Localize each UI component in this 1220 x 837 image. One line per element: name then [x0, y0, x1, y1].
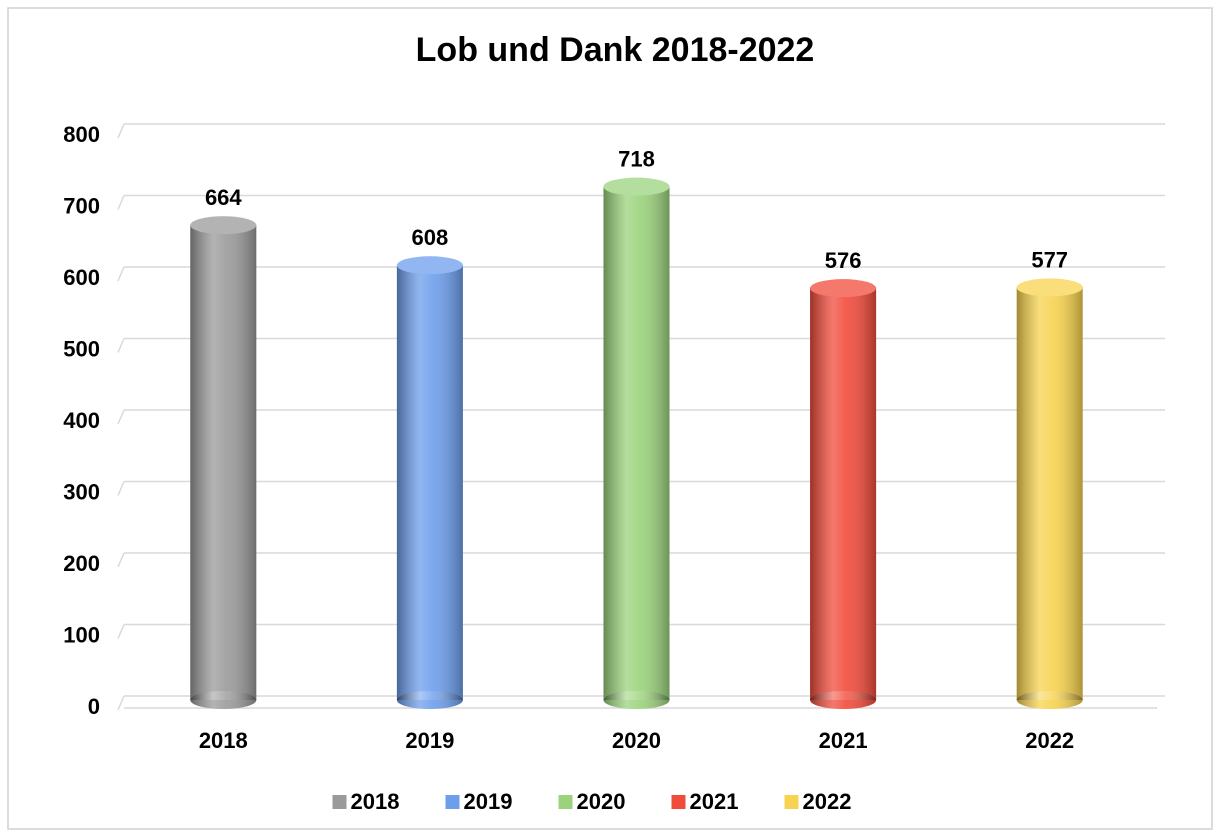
legend-label: 2022 [803, 789, 852, 814]
bar-top [1016, 278, 1083, 297]
x-tick-label: 2020 [612, 728, 661, 753]
grid-line [117, 338, 125, 353]
bar-shade [190, 225, 257, 701]
bar-shade [396, 265, 463, 700]
legend-swatch [332, 795, 347, 809]
legend-swatch [558, 795, 573, 809]
grid-line [117, 695, 125, 711]
legend-label: 2019 [464, 789, 513, 814]
grid-line [117, 123, 125, 139]
data-label: 664 [205, 185, 242, 210]
grid-line [117, 624, 125, 639]
data-label: 577 [1031, 247, 1068, 272]
bar-shade [603, 186, 670, 700]
x-tick-label: 2022 [1025, 728, 1074, 753]
bar-top [190, 216, 257, 235]
y-tick-label: 600 [63, 265, 100, 290]
bar-top [396, 256, 463, 275]
y-tick-label: 800 [63, 122, 100, 147]
y-tick-label: 400 [63, 408, 100, 433]
grid-line [117, 266, 125, 282]
grid-line [117, 195, 125, 210]
legend-label: 2021 [690, 789, 739, 814]
y-tick-label: 300 [63, 479, 100, 504]
data-label: 608 [412, 225, 449, 250]
chart-title: Lob und Dank 2018-2022 [416, 31, 815, 69]
legend-label: 2020 [577, 789, 626, 814]
x-tick-label: 2018 [199, 728, 248, 753]
bar-top-light [396, 256, 463, 275]
data-label: 576 [825, 248, 862, 273]
y-tick-label: 700 [63, 193, 100, 218]
bar-top-light [190, 216, 257, 235]
bar-top [603, 177, 670, 196]
bar-shade [1016, 287, 1083, 700]
bar-top-light [1016, 278, 1083, 297]
grid-line [117, 481, 125, 496]
bar-shade [810, 288, 877, 700]
grid-line [117, 552, 125, 568]
bar-top-light [603, 177, 670, 196]
data-label: 718 [618, 146, 655, 171]
legend-swatch [784, 795, 799, 809]
y-tick-label: 500 [63, 336, 100, 361]
legend-swatch [445, 795, 460, 809]
y-tick-label: 0 [88, 694, 100, 719]
bar-top-light [810, 279, 877, 298]
grid-line [117, 409, 125, 425]
x-tick-label: 2021 [819, 728, 868, 753]
legend-label: 2018 [351, 789, 400, 814]
bar-top [810, 279, 877, 298]
legend-swatch [671, 795, 686, 809]
y-tick-label: 100 [63, 622, 100, 647]
x-tick-label: 2019 [405, 728, 454, 753]
y-tick-label: 200 [63, 551, 100, 576]
